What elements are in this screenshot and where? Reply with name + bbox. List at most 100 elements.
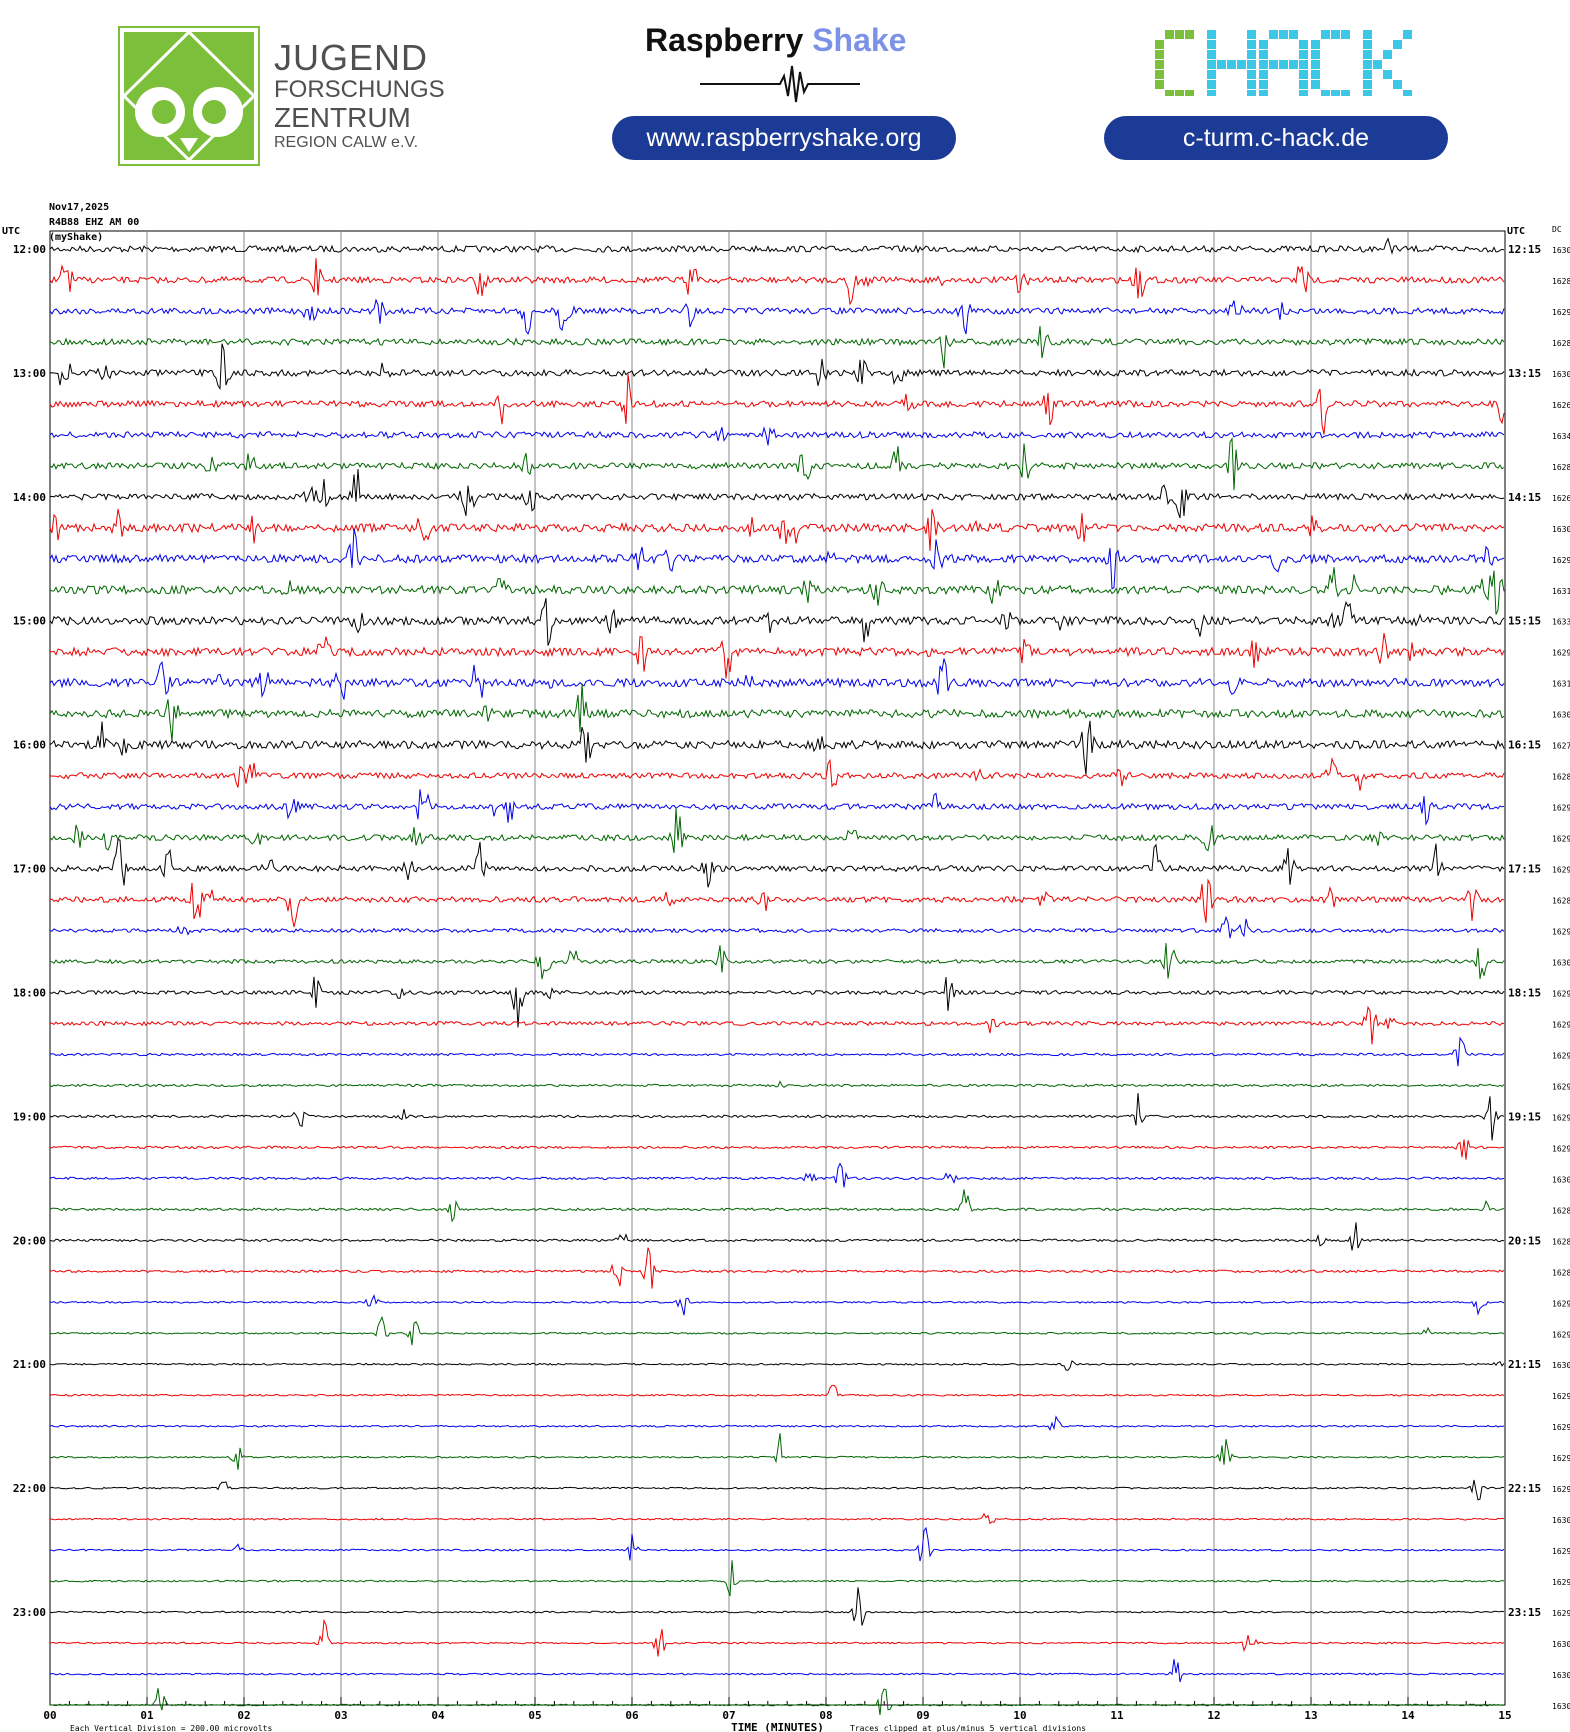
x-tick-label: 15 — [1498, 1709, 1511, 1722]
x-tick-label: 08 — [819, 1709, 832, 1722]
chack-pixel — [1331, 90, 1340, 96]
seismic-trace — [49, 1036, 1505, 1067]
chack-pixel — [1299, 80, 1308, 89]
dc-offset-label: 16297 — [1552, 1578, 1570, 1587]
chack-pixel — [1259, 90, 1268, 96]
chack-pixel — [1341, 90, 1350, 96]
x-tick-label: 03 — [334, 1709, 347, 1722]
hour-label-left: 13:00 — [13, 367, 46, 380]
chack-pixel — [1247, 80, 1256, 89]
chack-pixel — [1403, 90, 1412, 96]
seismic-trace — [49, 237, 1505, 255]
seismic-trace — [49, 567, 1505, 615]
dc-title: DC — [1552, 225, 1562, 234]
dc-offset-label: 16303 — [1552, 711, 1570, 720]
chart-labels: 00 01 02 03 04 05 06 07 08 09 10 11 12 13 14 15 TIME (MI… — [2, 225, 1570, 1732]
dc-offset-label: 16297 — [1552, 1020, 1570, 1029]
dc-offset-label: 16298 — [1552, 1485, 1570, 1494]
chack-pixel — [1247, 60, 1256, 69]
chack-pixel — [1155, 50, 1164, 59]
chack-pixel — [1185, 90, 1194, 96]
seismic-trace — [49, 597, 1505, 646]
seismic-trace — [49, 1659, 1505, 1683]
seismic-trace — [49, 343, 1505, 391]
chack-pixel — [1311, 80, 1320, 89]
dc-offset-label: 16303 — [1552, 246, 1570, 255]
seismic-trace — [49, 1294, 1505, 1316]
chack-pixel — [1279, 30, 1288, 39]
seismic-trace — [49, 436, 1505, 491]
seismic-trace — [49, 1526, 1505, 1562]
rs-word2: Shake — [812, 22, 907, 58]
hour-label-left: 18:00 — [13, 986, 46, 999]
helicorder-chart: 00 01 02 03 04 05 06 07 08 09 10 11 12 13 14 15 TIME (MI… — [2, 225, 1570, 1732]
chack-pixel — [1207, 50, 1216, 59]
dc-offset-label: 16295 — [1552, 866, 1570, 875]
seismic-trace — [49, 720, 1505, 775]
seismic-trace — [49, 1189, 1505, 1223]
jfz-logo: JUGEND FORSCHUNGS ZENTRUM REGION CALW e.… — [118, 26, 445, 166]
seismic-trace — [49, 1139, 1504, 1160]
x-axis-title: TIME (MINUTES) — [731, 1721, 824, 1732]
jfz-line4: REGION CALW e.V. — [274, 134, 419, 151]
chack-url-link[interactable]: c-turm.c-hack.de — [1104, 116, 1448, 160]
chack-pixel — [1341, 30, 1350, 39]
hour-label-left: 19:00 — [13, 1110, 46, 1123]
chack-pixel — [1207, 60, 1216, 69]
chack-pixel — [1175, 30, 1184, 39]
seismic-trace — [49, 1360, 1505, 1371]
dc-offset-label: 16299 — [1552, 989, 1570, 998]
station-id: R4B88 EHZ AM 00 — [49, 217, 140, 228]
x-tick-label: 00 — [43, 1709, 56, 1722]
seismic-trace — [49, 325, 1505, 369]
seismic-trace — [49, 789, 1505, 826]
left-axis-title: UTC — [2, 226, 20, 237]
chack-pixel — [1155, 40, 1164, 49]
dc-offset-label: 16300 — [1552, 1640, 1570, 1649]
dc-offset-label: 16299 — [1552, 1454, 1570, 1463]
chack-pixel — [1155, 60, 1164, 69]
chack-pixel — [1207, 30, 1216, 39]
chack-pixel — [1155, 80, 1164, 89]
seismic-trace — [49, 808, 1505, 854]
hour-label-right: 13:15 — [1508, 367, 1541, 380]
data-source: (myShake) — [49, 232, 104, 243]
dc-offset-label: 16303 — [1552, 1175, 1570, 1184]
hour-label-left: 16:00 — [13, 739, 46, 752]
hour-label-left: 21:00 — [13, 1358, 46, 1371]
seismic-trace — [49, 1315, 1505, 1346]
footer-scale-note: Each Vertical Division = 200.00 microvol… — [70, 1724, 272, 1732]
seismic-trace — [49, 426, 1505, 446]
seismic-trace — [49, 1512, 1505, 1525]
chack-pixel — [1393, 40, 1402, 49]
hour-label-right: 12:15 — [1508, 243, 1541, 256]
seismic-trace — [49, 632, 1505, 679]
hour-label-right: 23:15 — [1508, 1606, 1541, 1619]
chack-pixel — [1331, 30, 1340, 39]
raspberryshake-url-link[interactable]: www.raspberryshake.org — [612, 116, 956, 160]
chack-pixel — [1269, 60, 1278, 69]
hour-label-right: 15:15 — [1508, 615, 1541, 628]
chack-pixel — [1299, 70, 1308, 79]
seismic-wave-icon — [700, 65, 860, 103]
seismic-trace — [49, 1384, 1505, 1397]
chart-grid — [49, 230, 1506, 1706]
chack-pixel — [1165, 30, 1174, 39]
dc-offset-label: 16290 — [1552, 804, 1570, 813]
chack-pixel — [1363, 30, 1372, 39]
chack-pixel — [1363, 60, 1372, 69]
x-tick-label: 07 — [722, 1709, 735, 1722]
chack-pixel — [1247, 50, 1256, 59]
chack-pixel — [1259, 50, 1268, 59]
dc-offset-label: 16298 — [1552, 556, 1570, 565]
hour-label-left: 12:00 — [13, 243, 46, 256]
chack-pixel — [1259, 40, 1268, 49]
seismic-trace — [49, 683, 1505, 742]
jfz-line1: JUGEND — [274, 37, 429, 78]
chack-pixel — [1363, 40, 1372, 49]
